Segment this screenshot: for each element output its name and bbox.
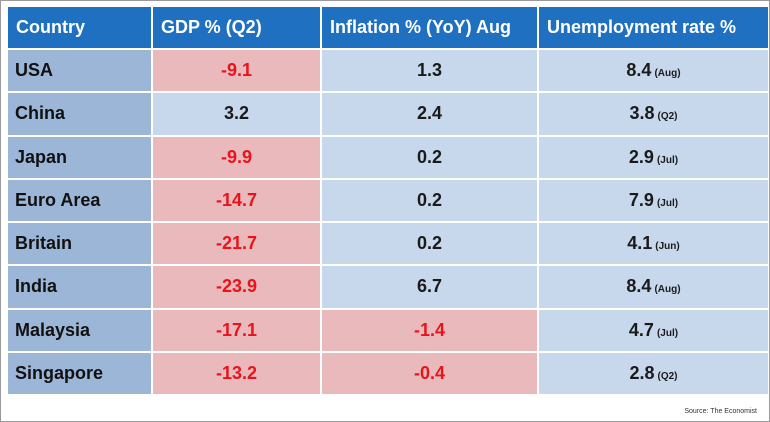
table-row: China 3.2 2.4 3.8 (Q2) <box>8 93 768 135</box>
unemployment-value: 7.9 <box>628 189 654 210</box>
unemployment-period: (Jul) <box>656 197 679 209</box>
gdp-cell: -17.1 <box>153 309 320 351</box>
country-cell: Singapore <box>8 352 151 394</box>
unemployment-cell: 4.1 (Jun) <box>539 223 768 265</box>
unemployment-period: (Jun) <box>655 241 680 253</box>
table-row: India -23.9 6.7 8.4 (Aug) <box>8 266 768 308</box>
unemployment-value: 4.7 <box>628 319 654 340</box>
country-cell: USA <box>8 50 151 92</box>
country-cell: Japan <box>8 136 151 178</box>
inflation-cell: -1.4 <box>322 309 537 351</box>
header-gdp: GDP % (Q2) <box>153 7 320 48</box>
unemployment-period: (Aug) <box>654 68 681 80</box>
unemployment-period: (Q2) <box>657 111 678 123</box>
unemployment-cell: 3.8 (Q2) <box>539 93 768 135</box>
header-country: Country <box>8 7 151 48</box>
unemployment-period: (Q2) <box>657 370 678 382</box>
table-row: Euro Area -14.7 0.2 7.9 (Jul) <box>8 179 768 221</box>
unemployment-cell: 2.9 (Jul) <box>539 136 768 178</box>
unemployment-cell: 4.7 (Jul) <box>539 309 768 351</box>
economic-indicators-table: Country GDP % (Q2) Inflation % (YoY) Aug… <box>6 5 770 396</box>
gdp-cell: -9.9 <box>153 136 320 178</box>
unemployment-cell: 2.8 (Q2) <box>539 352 768 394</box>
table-row: Japan -9.9 0.2 2.9 (Jul) <box>8 136 768 178</box>
table-row: USA -9.1 1.3 8.4 (Aug) <box>8 50 768 92</box>
inflation-cell: 0.2 <box>322 136 537 178</box>
inflation-cell: 6.7 <box>322 266 537 308</box>
gdp-cell: -9.1 <box>153 50 320 92</box>
header-inflation: Inflation % (YoY) Aug <box>322 7 537 48</box>
country-cell: Euro Area <box>8 179 151 221</box>
unemployment-value: 8.4 <box>626 60 652 81</box>
table-row: Singapore -13.2 -0.4 2.8 (Q2) <box>8 352 768 394</box>
table-row: Malaysia -17.1 -1.4 4.7 (Jul) <box>8 309 768 351</box>
unemployment-period: (Aug) <box>654 284 681 296</box>
inflation-cell: 0.2 <box>322 223 537 265</box>
country-cell: Britain <box>8 223 151 265</box>
unemployment-value: 8.4 <box>626 276 652 297</box>
source-note: Source: The Economist <box>684 408 757 415</box>
unemployment-value: 2.8 <box>629 362 655 383</box>
country-cell: Malaysia <box>8 309 151 351</box>
unemployment-period: (Jul) <box>656 154 679 166</box>
header-row: Country GDP % (Q2) Inflation % (YoY) Aug… <box>8 7 768 48</box>
table-body: USA -9.1 1.3 8.4 (Aug) China 3.2 2.4 3.8 (Q2) Japa… <box>8 50 768 394</box>
unemployment-period: (Jul) <box>656 327 679 339</box>
unemployment-value: 2.9 <box>628 146 654 167</box>
gdp-cell: -13.2 <box>153 352 320 394</box>
inflation-cell: 2.4 <box>322 93 537 135</box>
gdp-cell: 3.2 <box>153 93 320 135</box>
gdp-cell: -14.7 <box>153 179 320 221</box>
unemployment-value: 4.1 <box>627 233 653 254</box>
inflation-cell: 0.2 <box>322 179 537 221</box>
country-cell: India <box>8 266 151 308</box>
unemployment-value: 3.8 <box>629 103 655 124</box>
inflation-cell: -0.4 <box>322 352 537 394</box>
unemployment-cell: 8.4 (Aug) <box>539 266 768 308</box>
unemployment-cell: 8.4 (Aug) <box>539 50 768 92</box>
country-cell: China <box>8 93 151 135</box>
gdp-cell: -23.9 <box>153 266 320 308</box>
header-unemployment: Unemployment rate % <box>539 7 768 48</box>
unemployment-cell: 7.9 (Jul) <box>539 179 768 221</box>
inflation-cell: 1.3 <box>322 50 537 92</box>
table-row: Britain -21.7 0.2 4.1 (Jun) <box>8 223 768 265</box>
gdp-cell: -21.7 <box>153 223 320 265</box>
